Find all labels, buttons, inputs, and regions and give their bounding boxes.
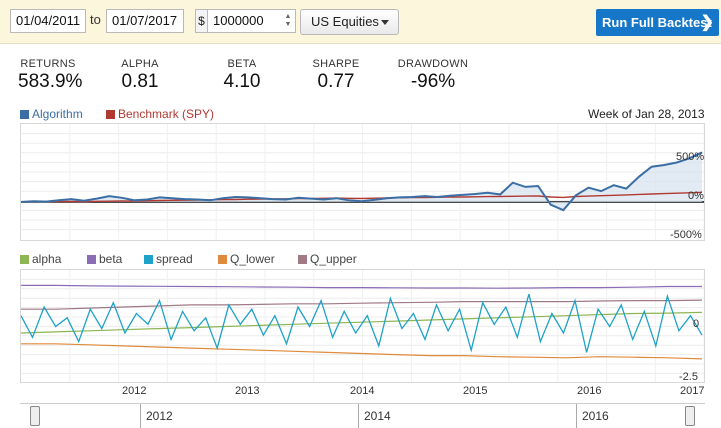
legend-benchmark[interactable]: Benchmark (SPY)	[106, 107, 214, 121]
x-tick: 2017	[680, 385, 705, 397]
factors-chart-svg	[20, 270, 705, 382]
legend-q-lower[interactable]: Q_lower	[218, 252, 275, 266]
stat-label: BETA	[227, 58, 257, 70]
chevron-right-icon: ❯	[700, 14, 714, 31]
end-date-input[interactable]: 01/07/2017	[106, 9, 184, 33]
legend-label: Q_upper	[310, 252, 357, 266]
run-full-backtest-button[interactable]: Run Full Backtest ❯	[596, 9, 719, 36]
range-handle-right[interactable]	[685, 406, 695, 426]
navigator-divider	[140, 404, 141, 428]
legend-swatch	[87, 255, 96, 264]
week-label: Week of Jan 28, 2013	[588, 107, 705, 121]
legend-label: spread	[156, 252, 193, 266]
navigator-year: 2014	[364, 409, 391, 423]
backtest-toolbar: 01/04/2011 to 01/07/2017 $ 1000000 ▲ ▼ US…	[0, 0, 721, 44]
navigator-year: 2012	[146, 409, 173, 423]
range-navigator[interactable]: 2012 2014 2016	[20, 403, 705, 428]
x-tick: 2015	[463, 385, 488, 397]
stepper-icon[interactable]: ▲ ▼	[284, 13, 292, 28]
navigator-divider	[358, 404, 359, 428]
legend-label: Algorithm	[32, 107, 83, 121]
stat-label: DRAWDOWN	[397, 58, 469, 70]
caret-down-icon	[381, 20, 389, 25]
universe-value: US Equities	[311, 14, 379, 29]
to-label: to	[90, 12, 101, 27]
stat-value: -96%	[410, 71, 456, 92]
stat-beta: BETA 4.10	[212, 58, 272, 93]
series-q-lower-line	[21, 343, 703, 360]
stat-label: RETURNS	[20, 58, 76, 70]
stat-label: SHARPE	[312, 58, 360, 70]
legend-swatch	[20, 255, 29, 264]
legend-swatch	[20, 110, 29, 119]
legend-beta[interactable]: beta	[87, 252, 122, 266]
legend-algorithm[interactable]: Algorithm	[20, 107, 83, 121]
algorithm-line	[20, 151, 703, 212]
legend-swatch	[218, 255, 227, 264]
legend-swatch	[106, 110, 115, 119]
y-tick: -500%	[670, 229, 702, 241]
returns-chart-svg	[20, 124, 705, 240]
x-tick: 2012	[122, 385, 147, 397]
capital-value: 1000000	[213, 13, 264, 28]
legend-spread[interactable]: spread	[144, 252, 193, 266]
y-tick: 0%	[688, 190, 704, 202]
stat-value: 583.9%	[18, 71, 83, 92]
returns-chart[interactable]	[20, 123, 705, 241]
x-tick: 2014	[350, 385, 375, 397]
range-handle-left[interactable]	[30, 406, 40, 426]
x-tick: 2013	[235, 385, 260, 397]
stat-value: 4.10	[223, 71, 261, 92]
currency-symbol: $	[195, 9, 207, 33]
universe-select[interactable]: US Equities	[300, 9, 399, 35]
navigator-year: 2016	[582, 409, 609, 423]
legend-label: beta	[99, 252, 123, 266]
stat-label: ALPHA	[121, 58, 159, 70]
y-tick: 500%	[676, 151, 705, 163]
legend-label: alpha	[32, 252, 62, 266]
legend-q-upper[interactable]: Q_upper	[298, 252, 357, 266]
capital-input[interactable]: 1000000 ▲ ▼	[207, 9, 296, 33]
factors-chart[interactable]	[20, 269, 705, 383]
stat-value: 0.77	[317, 71, 355, 92]
stat-sharpe: SHARPE 0.77	[306, 58, 366, 93]
legend-alpha[interactable]: alpha	[20, 252, 61, 266]
stat-alpha: ALPHA 0.81	[110, 58, 170, 93]
start-date-input[interactable]: 01/04/2011	[10, 9, 86, 33]
stat-value: 0.81	[121, 71, 159, 92]
stat-returns: RETURNS 583.9%	[18, 58, 83, 93]
series-spread-line	[20, 293, 703, 353]
legend-swatch	[144, 255, 153, 264]
navigator-divider	[576, 404, 577, 428]
y-tick: -2.5	[679, 371, 698, 383]
series-alpha-line	[20, 311, 703, 334]
legend-label: Q_lower	[230, 252, 275, 266]
legend-label: Benchmark (SPY)	[118, 107, 215, 121]
x-tick: 2016	[577, 385, 602, 397]
y-tick: 0	[693, 318, 700, 330]
legend-swatch	[298, 255, 307, 264]
series-q-upper-line	[21, 299, 703, 310]
run-button-label: Run Full Backtest	[602, 15, 712, 30]
series-beta-line	[21, 284, 702, 289]
stat-drawdown: DRAWDOWN -96%	[393, 58, 473, 93]
